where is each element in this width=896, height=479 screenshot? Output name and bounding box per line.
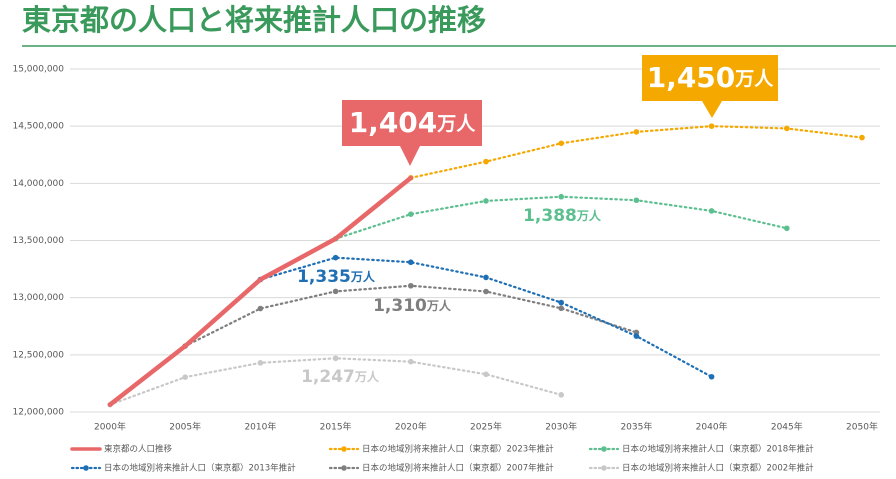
- x-tick-label: 2045年: [771, 421, 803, 433]
- data-point: [633, 197, 640, 204]
- data-point: [332, 288, 339, 295]
- data-point: [483, 371, 489, 378]
- callout-value: 1,247: [301, 367, 355, 387]
- callout-label: 1,310万人: [373, 296, 452, 316]
- callout-pointer: [400, 146, 420, 166]
- x-tick-label: 2035年: [620, 421, 652, 433]
- x-tick-label: 2030年: [545, 421, 577, 433]
- data-point: [859, 134, 865, 141]
- x-tick-label: 2050年: [846, 421, 878, 433]
- data-point: [483, 288, 489, 295]
- legend-label: 日本の地域別将来推計人口（東京都）2002年推計: [622, 463, 814, 474]
- callout-label: 1,450万人: [647, 61, 775, 94]
- callout-unit: 万人: [354, 369, 380, 384]
- legend-marker: [341, 446, 347, 452]
- callout-value: 1,335: [297, 267, 351, 287]
- x-tick-label: 2020年: [395, 421, 427, 433]
- legend-label: 日本の地域別将来推計人口（東京都）2013年推計: [104, 463, 296, 474]
- data-point: [408, 259, 414, 266]
- data-point: [332, 254, 339, 261]
- data-point: [558, 140, 564, 147]
- callout-box: [642, 55, 778, 101]
- data-point: [408, 358, 414, 365]
- data-point: [483, 198, 489, 204]
- data-point: [558, 392, 564, 398]
- y-tick-label: 15,000,000: [12, 65, 64, 75]
- callout-label: 1,388万人: [523, 206, 602, 226]
- data-point: [558, 305, 564, 312]
- data-point: [633, 333, 640, 339]
- legend-marker: [83, 465, 89, 471]
- x-tick-label: 2025年: [470, 421, 502, 433]
- callout-label: 1,335万人: [297, 267, 376, 287]
- data-point: [332, 355, 339, 362]
- data-point: [257, 360, 264, 366]
- y-tick-label: 14,500,000: [12, 122, 64, 132]
- callout-value: 1,388: [523, 206, 577, 226]
- data-point: [182, 374, 188, 380]
- legend-label: 日本の地域別将来推計人口（東京都）2007年推計: [362, 463, 554, 474]
- y-tick-label: 12,000,000: [12, 408, 64, 418]
- data-point: [558, 193, 564, 200]
- callout-value: 1,450: [647, 61, 736, 94]
- legend-label: 日本の地域別将来推計人口（東京都）2023年推計: [362, 444, 554, 455]
- data-point: [558, 299, 564, 306]
- legend-label: 日本の地域別将来推計人口（東京都）2018年推計: [622, 444, 814, 455]
- data-point: [784, 125, 790, 132]
- callout-pointer: [702, 101, 722, 118]
- legend-label: 東京都の人口推移: [104, 444, 173, 455]
- data-point: [483, 274, 489, 281]
- data-point: [633, 129, 640, 135]
- data-point: [483, 158, 489, 165]
- x-tick-label: 2005年: [169, 421, 201, 433]
- y-tick-label: 12,500,000: [12, 350, 64, 360]
- y-tick-label: 13,000,000: [12, 293, 64, 303]
- callout-unit: 万人: [350, 269, 376, 284]
- callout-unit: 万人: [734, 68, 774, 90]
- callout-unit: 万人: [426, 298, 452, 313]
- callout-value: 1,404: [349, 106, 438, 139]
- x-tick-label: 2000年: [94, 421, 126, 433]
- callout-unit: 万人: [436, 113, 476, 135]
- legend-marker: [601, 465, 607, 471]
- legend-marker: [601, 446, 607, 452]
- y-tick-label: 14,000,000: [12, 179, 64, 189]
- data-point: [257, 305, 264, 312]
- x-tick-label: 2015年: [320, 421, 352, 433]
- data-point: [408, 211, 414, 218]
- x-tick-label: 2040年: [696, 421, 728, 433]
- series-line: [107, 175, 414, 407]
- callout-value: 1,310: [373, 296, 427, 316]
- data-point: [784, 225, 790, 232]
- callout-box: [342, 100, 482, 146]
- callout-label: 1,247万人: [301, 367, 380, 387]
- chart-title: 東京都の人口と将来推計人口の推移: [22, 3, 486, 37]
- callout-unit: 万人: [576, 208, 602, 223]
- data-point: [408, 282, 414, 289]
- data-point: [708, 123, 715, 129]
- y-tick-label: 13,500,000: [12, 236, 64, 246]
- legend-marker: [341, 465, 347, 471]
- data-point: [708, 373, 715, 380]
- data-point: [708, 208, 715, 214]
- callout-label: 1,404万人: [349, 106, 477, 139]
- x-tick-label: 2010年: [244, 421, 276, 433]
